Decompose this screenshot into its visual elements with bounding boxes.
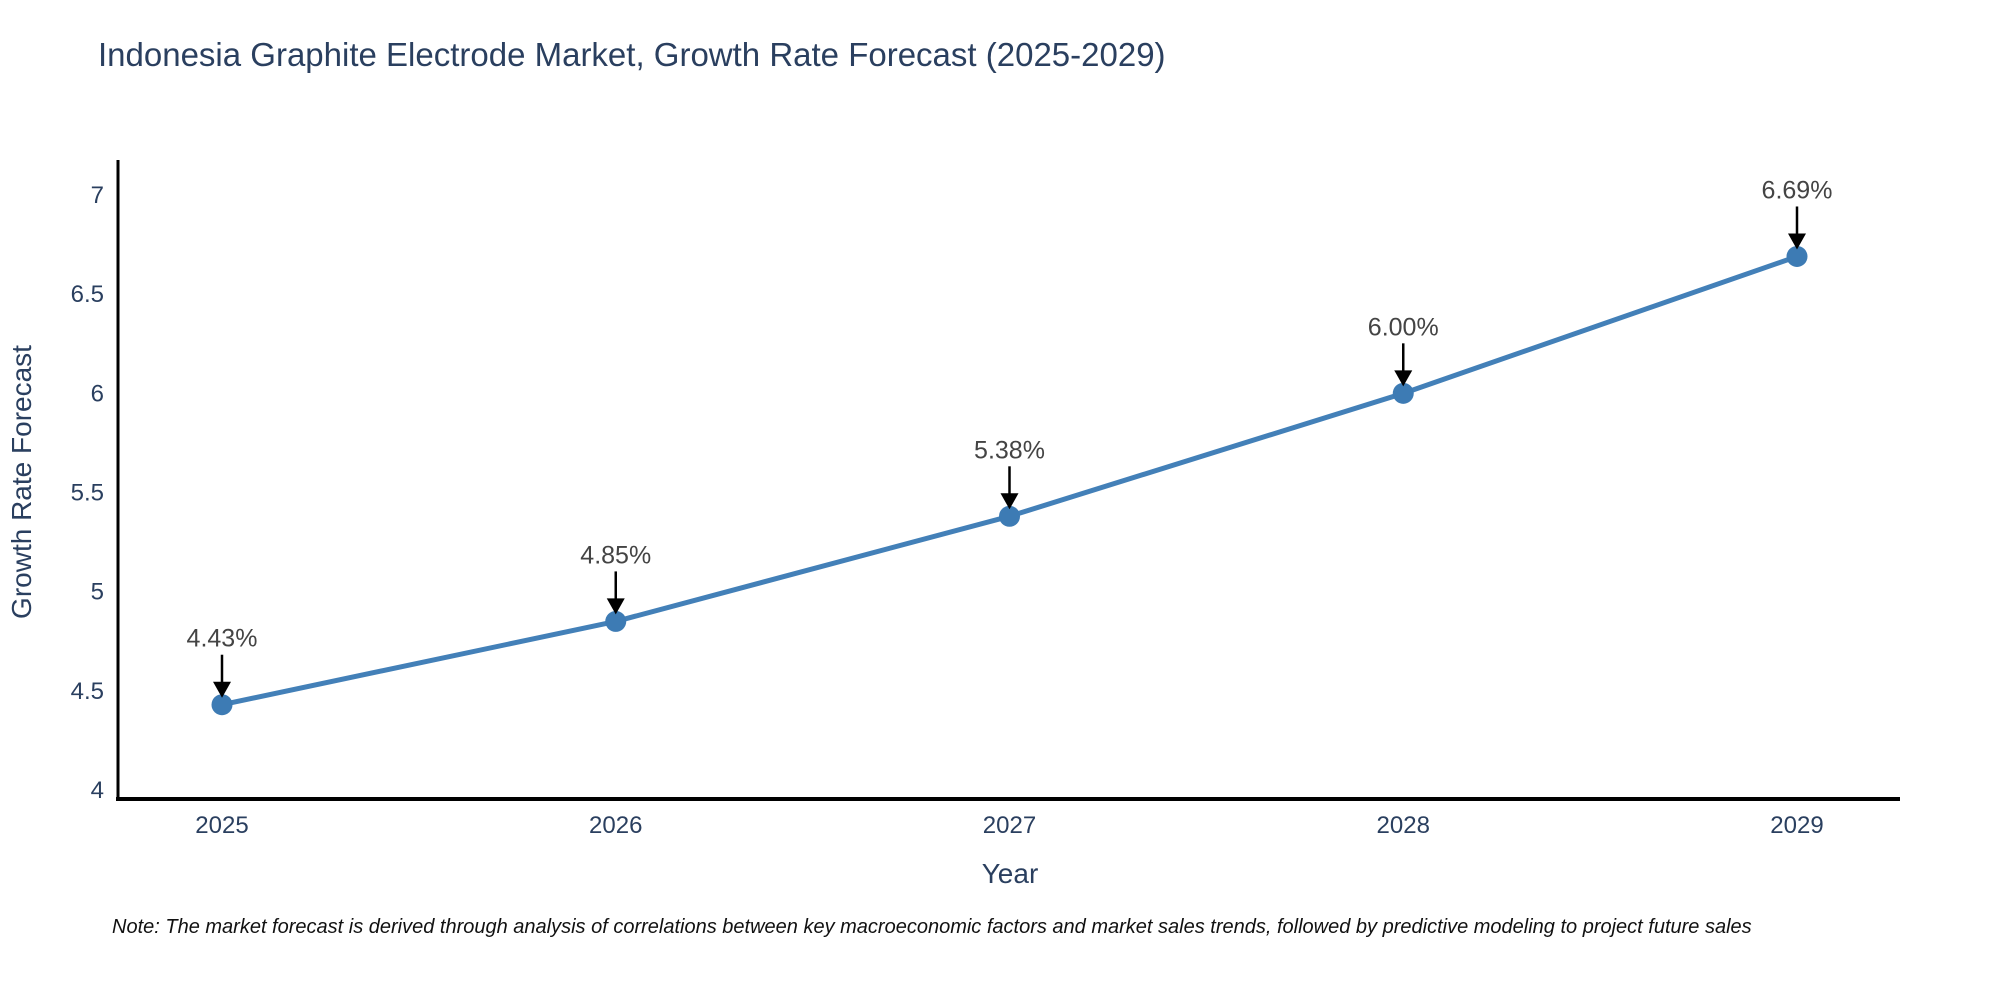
chart-title: Indonesia Graphite Electrode Market, Gro…	[98, 36, 1166, 73]
data-point-marker	[605, 610, 627, 632]
x-tick-label: 2026	[589, 812, 642, 839]
data-point-marker	[1392, 382, 1414, 404]
y-tick-label: 4.5	[71, 678, 104, 705]
data-point-marker	[211, 694, 233, 716]
annotation-arrowhead-icon	[606, 598, 625, 615]
annotation-arrowhead-icon	[1000, 493, 1019, 510]
x-axis-title: Year	[981, 858, 1039, 889]
y-tick-label: 5.5	[71, 480, 104, 507]
data-point-label: 6.69%	[1762, 176, 1833, 204]
annotation-arrowhead-icon	[1788, 233, 1806, 250]
x-tick-label: 2028	[1377, 812, 1430, 839]
data-point-label: 5.38%	[974, 436, 1045, 464]
data-point-marker	[999, 505, 1020, 527]
y-tick-label: 7	[91, 182, 104, 209]
annotation-arrowhead-icon	[1394, 370, 1413, 387]
y-axis-title: Growth Rate Forecast	[6, 345, 37, 619]
y-tick-label: 6.5	[71, 281, 104, 308]
x-tick-label: 2029	[1770, 812, 1823, 839]
data-point-label: 4.85%	[580, 541, 651, 569]
data-point-label: 4.43%	[187, 625, 258, 653]
data-point-label: 6.00%	[1368, 313, 1439, 341]
y-tick-label: 6	[91, 380, 104, 407]
y-tick-label: 5	[91, 579, 104, 606]
x-tick-label: 2027	[983, 812, 1036, 839]
annotation-arrowhead-icon	[213, 681, 231, 698]
y-tick-label: 4	[91, 777, 104, 804]
x-tick-label: 2025	[195, 812, 248, 839]
data-point-marker	[1786, 245, 1808, 267]
footnote: Note: The market forecast is derived thr…	[112, 916, 1752, 938]
